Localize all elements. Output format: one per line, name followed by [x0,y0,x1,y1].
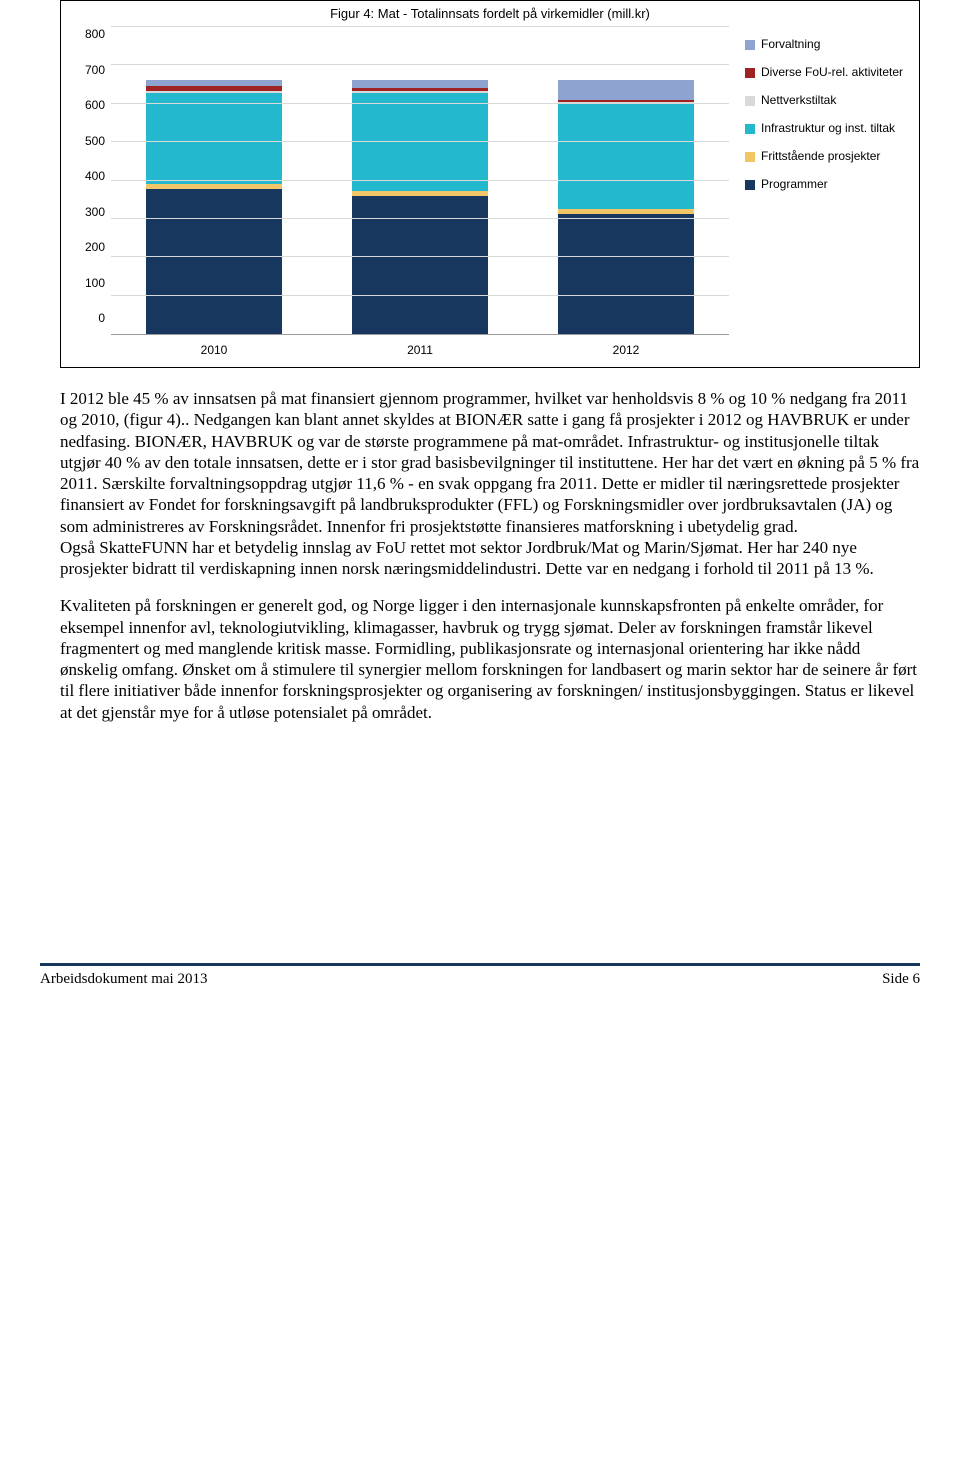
grid-line [111,103,729,104]
legend-item-frittstaende: Frittstående prosjekter [745,149,905,163]
footer-left: Arbeidsdokument mai 2013 [40,971,207,988]
paragraph-3: Kvaliteten på forskningen er generelt go… [60,595,920,723]
grid-line [111,26,729,27]
legend-swatch [745,40,755,50]
segment-programmer [558,214,694,334]
chart-title: Figur 4: Mat - Totalinnsats fordelt på v… [71,6,909,21]
plot [111,27,729,335]
legend-swatch [745,96,755,106]
y-tick: 700 [71,63,105,77]
legend: Forvaltning Diverse FoU-rel. aktiviteter N… [729,27,909,357]
segment-forvaltning [352,80,488,87]
y-tick: 500 [71,134,105,148]
grid-line [111,218,729,219]
y-tick: 100 [71,276,105,290]
footer-rule: Arbeidsdokument mai 2013 Side 6 [60,963,920,988]
x-tick: 2010 [146,343,282,357]
grid-line [111,256,729,257]
legend-label: Infrastruktur og inst. tiltak [761,121,895,135]
segment-infrastruktur [146,93,282,184]
legend-item-diverse: Diverse FoU-rel. aktiviteter [745,65,905,79]
y-tick: 0 [71,311,105,325]
legend-label: Frittstående prosjekter [761,149,880,163]
segment-programmer [146,189,282,334]
footer-right: Side 6 [882,971,920,988]
grid-line [111,180,729,181]
legend-item-infrastruktur: Infrastruktur og inst. tiltak [745,121,905,135]
bar-2012 [558,80,694,334]
bar-2011 [352,80,488,334]
paragraph-2: Også SkatteFUNN har et betydelig innslag… [60,537,920,580]
paragraph-1: I 2012 ble 45 % av innsatsen på mat fina… [60,388,920,537]
legend-swatch [745,152,755,162]
chart-container: Figur 4: Mat - Totalinnsats fordelt på v… [60,0,920,368]
plot-wrap: 2010 2011 2012 [111,27,729,357]
legend-label: Programmer [761,177,828,191]
body-text: I 2012 ble 45 % av innsatsen på mat fina… [60,388,920,723]
legend-label: Diverse FoU-rel. aktiviteter [761,65,903,79]
grid-line [111,141,729,142]
y-tick: 300 [71,205,105,219]
legend-label: Forvaltning [761,37,820,51]
legend-swatch [745,68,755,78]
x-axis: 2010 2011 2012 [111,335,729,357]
y-tick: 400 [71,169,105,183]
legend-label: Nettverkstiltak [761,93,836,107]
legend-item-forvaltning: Forvaltning [745,37,905,51]
chart-area: 800 700 600 500 400 300 200 100 0 2010 2011 2012 F… [71,27,909,357]
legend-item-programmer: Programmer [745,177,905,191]
x-tick: 2012 [558,343,694,357]
segment-forvaltning [558,80,694,100]
legend-swatch [745,124,755,134]
segment-infrastruktur [558,104,694,209]
legend-item-nettverk: Nettverkstiltak [745,93,905,107]
y-tick: 600 [71,98,105,112]
y-tick: 800 [71,27,105,41]
bars-group [111,27,729,334]
bar-2010 [146,80,282,334]
y-axis: 800 700 600 500 400 300 200 100 0 [71,27,111,325]
y-tick: 200 [71,240,105,254]
legend-swatch [745,180,755,190]
x-tick: 2011 [352,343,488,357]
grid-line [111,64,729,65]
grid-line [111,295,729,296]
